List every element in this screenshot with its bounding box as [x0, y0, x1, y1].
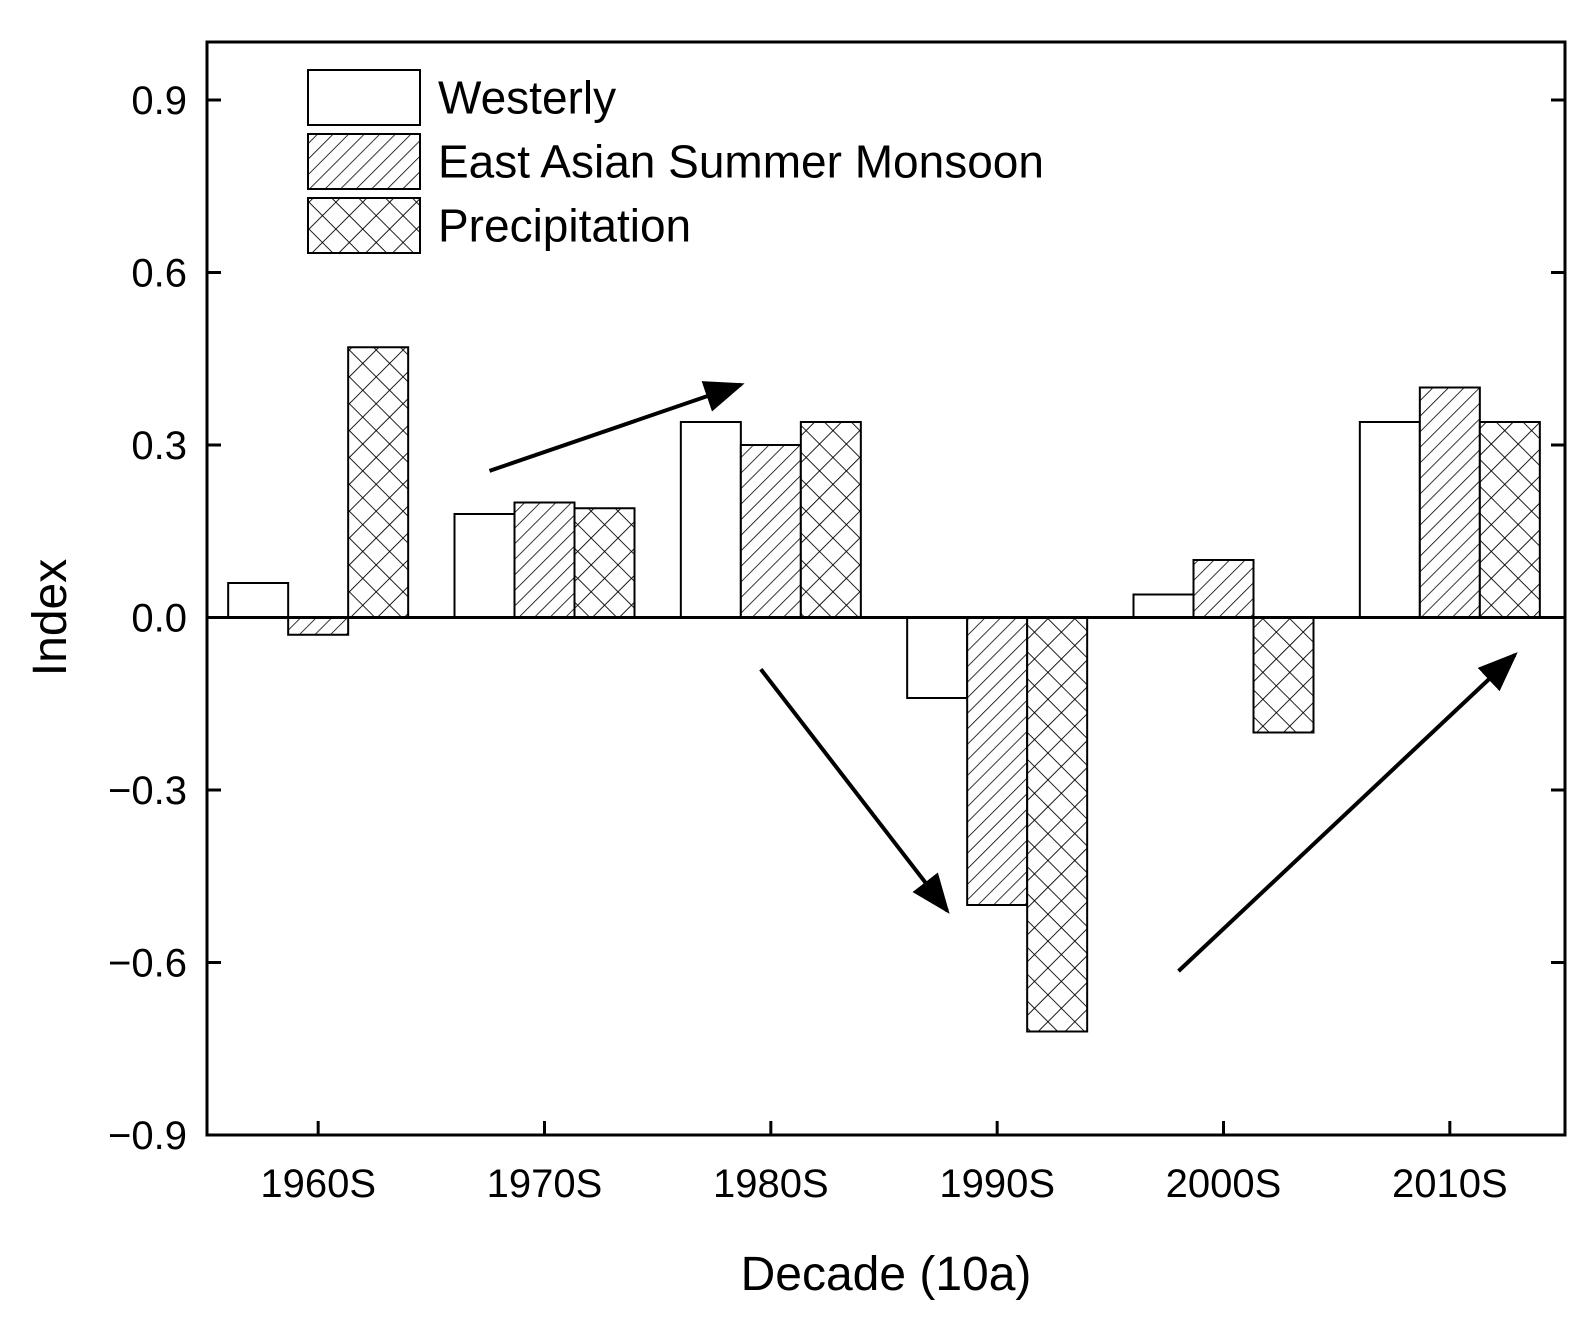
y-tick-label: 0.0 [131, 597, 187, 641]
x-axis-title: Decade (10a) [741, 1248, 1032, 1301]
y-axis: −0.9 −0.6 −0.3 0.0 0.3 0.6 0.9 [108, 79, 1565, 1158]
bar-westerly-1960s [227, 582, 290, 619]
y-tick-label: 0.6 [131, 252, 187, 296]
bar-precipitation-2000s [1252, 616, 1315, 734]
y-tick-label: 0.3 [131, 424, 187, 468]
legend-label-precipitation: Precipitation [438, 200, 691, 252]
bar-east-asian-summer-monsoon-2000s [1192, 559, 1255, 619]
x-axis: 1960S 1970S 1980S 1990S 2000S 2010S [260, 1121, 1508, 1206]
x-tick-label-1990s: 1990S [939, 1162, 1055, 1206]
legend-label-westerly: Westerly [438, 72, 616, 124]
bar-east-asian-summer-monsoon-1980s [739, 444, 802, 619]
legend-label-east-asian-summer-monsoon: East Asian Summer Monsoon [438, 136, 1044, 188]
legend: Westerly East Asian Summer Monsoon Precipi… [307, 69, 1044, 254]
bar-westerly-2000s [1132, 593, 1195, 619]
bar-precipitation-1970s [573, 507, 636, 619]
bar-westerly-2010s [1358, 421, 1421, 619]
trend-arrow-up [1177, 652, 1518, 973]
plot-frame [205, 40, 1567, 1137]
bar-westerly-1970s [453, 513, 516, 619]
legend-swatch-precipitation [307, 197, 421, 254]
trend-arrow-up [488, 381, 745, 473]
bar-east-asian-summer-monsoon-1960s [287, 616, 350, 636]
x-tick-label-1970s: 1970S [487, 1162, 603, 1206]
bar-precipitation-1990s [1026, 616, 1089, 1033]
bar-east-asian-summer-monsoon-1970s [513, 501, 576, 619]
bar-precipitation-2010s [1478, 421, 1541, 619]
y-tick-label: −0.9 [108, 1114, 187, 1158]
y-tick-label: −0.6 [108, 942, 187, 986]
x-tick-label-1960s: 1960S [260, 1162, 376, 1206]
trend-arrow-down [759, 668, 950, 914]
annotations-layer [488, 381, 1518, 973]
y-tick-label: −0.3 [108, 769, 187, 813]
x-tick-label-1980s: 1980S [713, 1162, 829, 1206]
y-axis-title: Index [24, 559, 77, 676]
x-tick-label-2000s: 2000S [1166, 1162, 1282, 1206]
bar-east-asian-summer-monsoon-1990s [966, 616, 1029, 906]
bars-layer [227, 346, 1541, 1033]
bar-westerly-1980s [679, 421, 742, 619]
x-tick-label-2010s: 2010S [1392, 1162, 1508, 1206]
bar-westerly-1990s [906, 616, 969, 699]
bar-east-asian-summer-monsoon-2010s [1418, 386, 1481, 619]
legend-swatch-westerly [307, 69, 421, 126]
bar-precipitation-1960s [347, 346, 410, 619]
legend-swatch-east-asian-summer-monsoon [307, 133, 421, 190]
y-tick-label: 0.9 [131, 79, 187, 123]
bar-precipitation-1980s [799, 421, 862, 619]
